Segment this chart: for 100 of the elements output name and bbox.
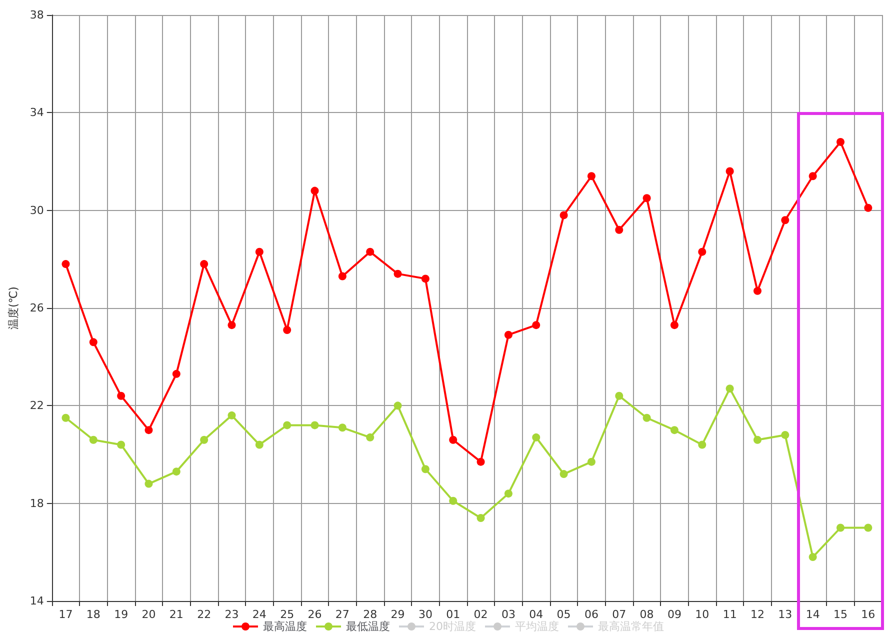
x-tick-label: 13 [778,608,792,621]
point [808,553,817,562]
x-tick-label: 03 [501,608,516,621]
point [338,272,346,280]
point [836,524,844,532]
point [144,426,153,434]
point [449,436,458,444]
y-tick-label: 34 [30,106,44,120]
y-tick-label: 30 [30,204,44,217]
point [864,524,872,532]
x-tick-label: 30 [418,608,432,621]
point [698,440,706,449]
x-tick-label: 09 [667,608,682,621]
x-tick-label: 22 [197,608,212,621]
y-tick-label: 14 [30,594,44,608]
y-tick-label: 26 [30,302,44,314]
point [117,392,126,400]
point [476,514,485,522]
point [670,426,678,434]
point [366,248,374,256]
point [670,321,678,330]
point [615,226,624,234]
point [449,496,458,505]
legend-label: 最低温度 [346,620,390,633]
point [89,338,98,346]
point [62,260,70,268]
x-tick-label: 25 [280,608,294,621]
point [310,421,319,430]
point [504,330,512,339]
x-tick-label: 02 [474,608,488,621]
x-tick-label: 15 [833,608,848,621]
point [587,172,596,180]
point [89,436,98,444]
point [753,436,762,444]
point [726,167,734,176]
y-axis-title: 温度(℃) [7,286,20,330]
point [310,186,319,195]
point [117,440,126,449]
point [421,465,430,474]
point [781,430,790,439]
point [642,194,651,202]
x-tick-label: 28 [363,608,378,621]
x-tick-label: 24 [252,608,266,621]
point [283,326,292,334]
point [200,260,208,268]
point [228,321,236,330]
point [615,392,624,400]
x-tick-label: 10 [695,608,710,621]
x-tick-label: 14 [806,608,820,621]
point [753,286,762,295]
point [781,216,790,224]
point [172,370,180,378]
x-tick-label: 05 [556,608,571,621]
x-tick-label: 16 [861,608,876,621]
point [726,384,734,393]
y-tick-label: 38 [30,8,44,22]
point [228,411,236,420]
x-tick-label: 07 [612,608,626,621]
point [338,424,346,432]
y-tick-label: 22 [30,399,44,412]
x-tick-label: 29 [390,608,405,621]
y-tick-label: 18 [30,496,44,510]
x-tick-label: 20 [142,608,156,621]
point [421,274,430,283]
point [532,433,540,442]
point [698,248,706,256]
x-tick-label: 26 [308,608,322,621]
point [532,321,540,330]
legend-label: 最高温度 [263,620,307,633]
point [255,440,264,449]
point [255,248,264,256]
point [642,414,651,422]
point [62,414,70,422]
point [366,433,374,442]
point [560,211,568,220]
point [836,138,844,146]
x-tick-label: 08 [640,608,654,621]
point [200,436,208,444]
point [172,468,180,476]
point [808,172,817,180]
x-tick-label: 17 [58,608,73,621]
x-tick-label: 27 [335,608,350,621]
point [476,458,485,466]
x-tick-label: 21 [169,608,184,621]
x-tick-label: 11 [722,608,737,621]
x-tick-label: 04 [529,608,544,621]
point [144,480,153,488]
x-tick-label: 12 [750,608,764,621]
point [587,458,596,466]
x-tick-label: 06 [584,608,598,621]
x-tick-label: 19 [114,608,128,621]
point [394,402,402,410]
point [864,204,872,212]
point [283,421,292,430]
x-tick-label: 23 [224,608,239,621]
x-tick-label: 01 [446,608,460,621]
x-tick-label: 18 [86,608,100,621]
point [504,490,512,498]
point [560,470,568,478]
point [394,270,402,278]
